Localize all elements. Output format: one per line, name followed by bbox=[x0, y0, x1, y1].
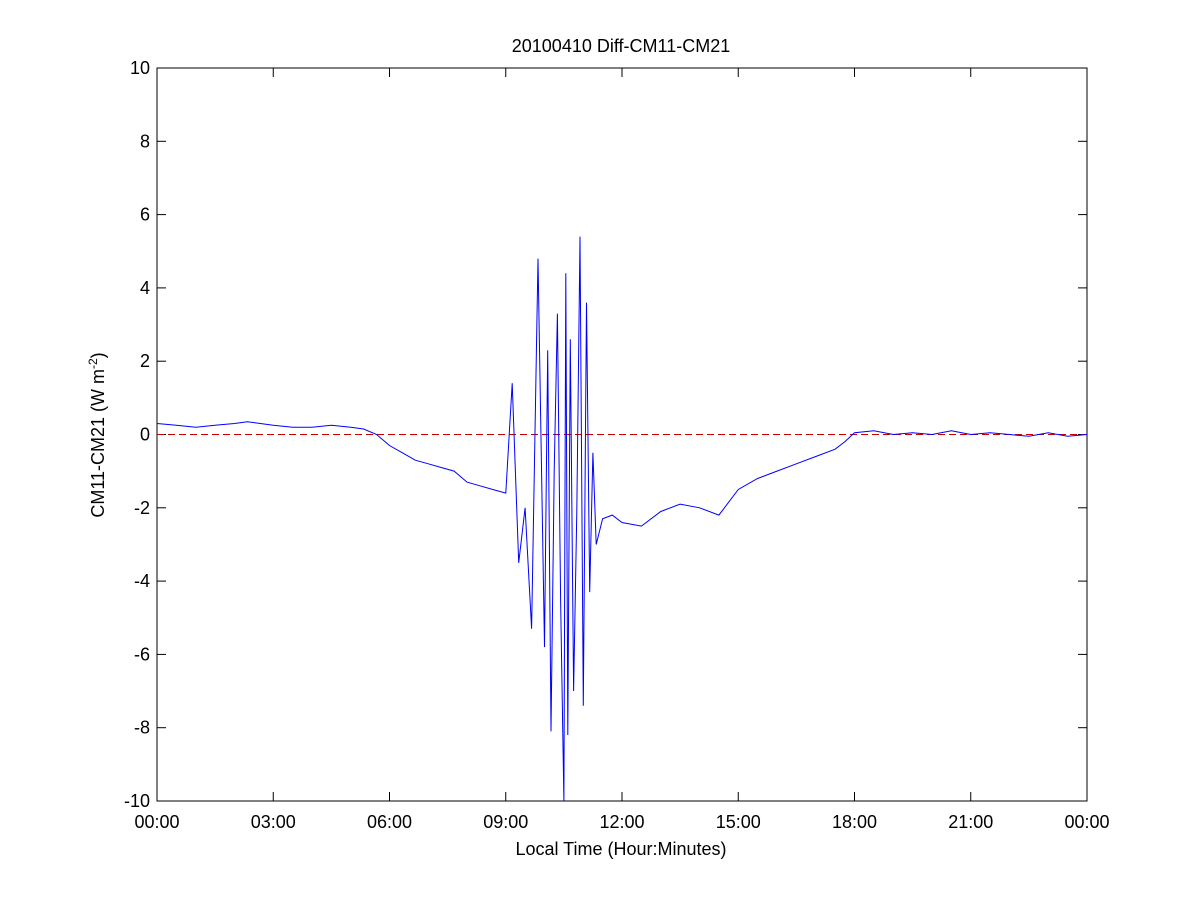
x-tick-label: 15:00 bbox=[716, 812, 761, 832]
x-tick-label: 18:00 bbox=[832, 812, 877, 832]
plot-area: 00:00 03:00 06:00 09:00 12:00 15:00 18:00 21:00… bbox=[124, 58, 1110, 832]
y-tick-label: -8 bbox=[134, 718, 150, 738]
y-axis-label: CM11-CM21 (W m-2) bbox=[86, 352, 108, 517]
y-tick-label: 2 bbox=[140, 351, 150, 371]
x-tick-label: 09:00 bbox=[483, 812, 528, 832]
x-tick-label: 21:00 bbox=[948, 812, 993, 832]
y-tick-label: 10 bbox=[130, 58, 150, 78]
y-tick-label: 6 bbox=[140, 205, 150, 225]
y-axis-label-main: CM11-CM21 (W m bbox=[88, 369, 108, 518]
y-axis-label-superscript: -2 bbox=[86, 358, 100, 369]
y-tick-label: -4 bbox=[134, 571, 150, 591]
x-tick-label: 00:00 bbox=[134, 812, 179, 832]
x-tick-label: 06:00 bbox=[367, 812, 412, 832]
y-axis-label-close: ) bbox=[88, 352, 108, 358]
x-tick-label: 00:00 bbox=[1064, 812, 1109, 832]
y-tick-label: 8 bbox=[140, 131, 150, 151]
y-tick-label: -10 bbox=[124, 791, 150, 811]
x-axis-label: Local Time (Hour:Minutes) bbox=[515, 839, 726, 859]
series-line bbox=[156, 236, 1088, 802]
y-tick-label: 4 bbox=[140, 278, 150, 298]
x-tick-label: 12:00 bbox=[599, 812, 644, 832]
x-tick-label: 03:00 bbox=[251, 812, 296, 832]
y-tick-label: 0 bbox=[140, 425, 150, 445]
chart-title: 20100410 Diff-CM11-CM21 bbox=[512, 36, 730, 56]
y-tick-label: -6 bbox=[134, 644, 150, 664]
y-tick-label: -2 bbox=[134, 498, 150, 518]
